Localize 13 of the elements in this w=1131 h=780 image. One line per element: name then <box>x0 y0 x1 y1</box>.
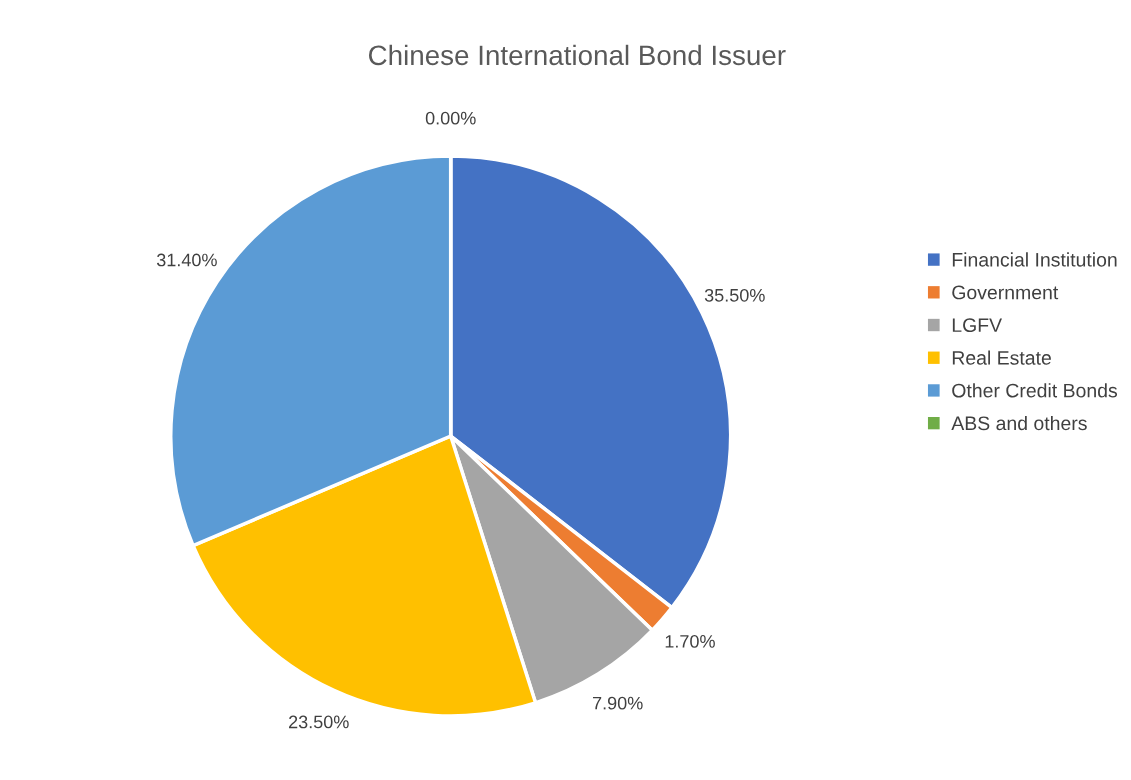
data-label: 1.70% <box>665 635 715 648</box>
data-label: 7.90% <box>593 696 643 710</box>
legend-label: LGFV <box>952 318 1002 333</box>
chart-title: Chinese International Bond Issuer <box>369 44 786 66</box>
text: 0.00% <box>425 111 476 125</box>
legend-label: Financial Institution <box>952 252 1117 267</box>
legend-label: Real Estate <box>952 350 1051 365</box>
data-label: 35.50% <box>704 288 765 302</box>
legend-label: Other Credit Bonds <box>952 383 1118 398</box>
data-label: 31.40% <box>156 253 217 267</box>
legend-label: ABS and others <box>951 415 1087 431</box>
data-label: 23.50% <box>289 715 349 729</box>
legend-label: Government <box>952 285 1059 300</box>
